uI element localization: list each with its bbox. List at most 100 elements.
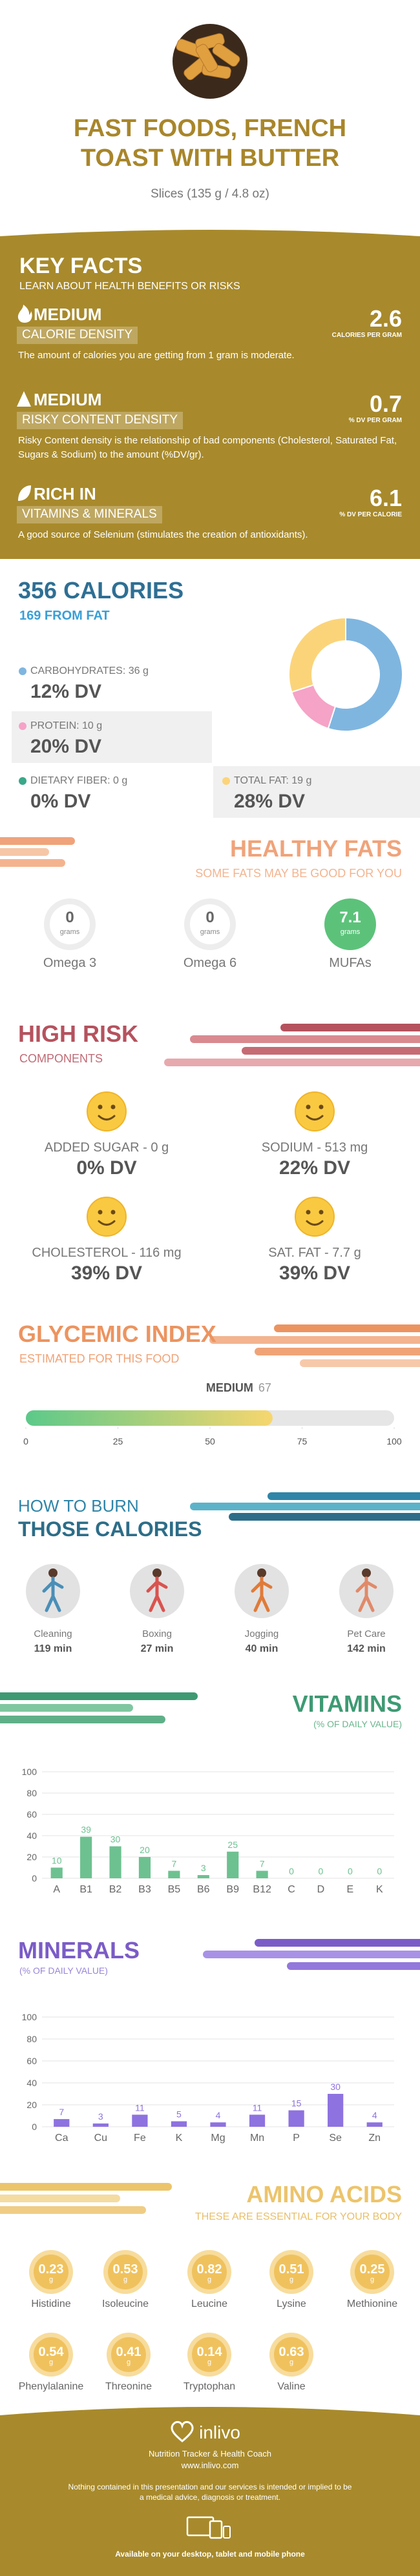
donut-slice bbox=[291, 684, 337, 729]
section-title: HEALTHY FATS bbox=[229, 835, 402, 862]
x-tick-label: E bbox=[347, 1884, 354, 1895]
figure-body bbox=[355, 1576, 377, 1612]
fact-unit: % DV PER CALORIE bbox=[339, 511, 402, 518]
y-tick-label: 100 bbox=[22, 2012, 37, 2022]
face-icon bbox=[87, 1091, 127, 1131]
gauge-tick-label: 75 bbox=[297, 1436, 308, 1446]
risk-label: ADDED SUGAR - 0 g bbox=[44, 1141, 169, 1155]
amino-value: 0.54 bbox=[38, 2345, 64, 2359]
macro-dv: 0% DV bbox=[30, 791, 91, 812]
bar bbox=[109, 1846, 121, 1878]
section-subtitle: COMPONENTS bbox=[19, 1052, 103, 1065]
macro-dot bbox=[19, 667, 26, 675]
amino-value: 0.51 bbox=[278, 2262, 304, 2277]
x-tick-label: P bbox=[293, 2133, 300, 2144]
amino-unit: g bbox=[48, 2358, 54, 2366]
figure-body bbox=[146, 1576, 168, 1612]
risk-dv: 0% DV bbox=[76, 1157, 137, 1179]
section-subtitle: LEARN ABOUT HEALTH BENEFITS OR RISKS bbox=[19, 281, 240, 292]
section-subtitle: (% OF DAILY VALUE) bbox=[19, 1965, 108, 1976]
amino-name: Isoleucine bbox=[101, 2298, 149, 2309]
x-tick-label: D bbox=[317, 1884, 325, 1895]
fact-name: VITAMINS & MINERALS bbox=[17, 506, 162, 523]
figure-head bbox=[152, 1568, 162, 1577]
amino-value: 0.63 bbox=[278, 2345, 304, 2359]
face-mouth bbox=[306, 1115, 324, 1121]
value-label: 20 bbox=[140, 1845, 150, 1855]
bar bbox=[171, 2121, 187, 2127]
y-tick-label: 60 bbox=[26, 2056, 37, 2066]
x-tick-label: C bbox=[288, 1884, 295, 1895]
footer-availability: Available on your desktop, tablet and mo… bbox=[115, 2550, 305, 2559]
amino-name: Histidine bbox=[31, 2298, 71, 2309]
serving-size: Slices (135 g / 4.8 oz) bbox=[151, 187, 269, 201]
section-title: AMINO ACIDS bbox=[246, 2181, 402, 2207]
fat-circle-inner bbox=[190, 904, 230, 944]
value-label: 7 bbox=[171, 1858, 176, 1869]
face-eye bbox=[319, 1104, 324, 1110]
activity-time: 119 min bbox=[34, 1643, 72, 1654]
bar bbox=[210, 2122, 226, 2127]
x-tick-label: Cu bbox=[94, 2133, 107, 2144]
risk-dv: 39% DV bbox=[278, 1263, 351, 1284]
fat-unit: grams bbox=[340, 928, 361, 936]
value-label: 25 bbox=[227, 1840, 238, 1850]
amino-unit: g bbox=[289, 2276, 294, 2284]
section-title: KEY FACTS bbox=[19, 254, 143, 278]
key-facts-background bbox=[0, 230, 420, 559]
fact-description: The amount of calories you are getting f… bbox=[18, 350, 295, 361]
amino-unit: g bbox=[123, 2276, 128, 2284]
bar bbox=[80, 1836, 92, 1878]
x-tick-label: Mn bbox=[250, 2133, 264, 2144]
gauge-value: 67 bbox=[258, 1381, 271, 1394]
fat-name: MUFAs bbox=[329, 956, 372, 970]
bar bbox=[197, 1875, 209, 1878]
value-label: 15 bbox=[291, 2098, 302, 2109]
amino-value: 0.82 bbox=[196, 2262, 222, 2277]
fat-value: 0 bbox=[205, 909, 215, 926]
activity-time: 142 min bbox=[347, 1643, 386, 1654]
macro-dot bbox=[222, 777, 230, 785]
fact-value: 0.7 bbox=[369, 390, 402, 417]
gauge-tick-label: 50 bbox=[205, 1436, 215, 1446]
activity-name: Jogging bbox=[244, 1628, 279, 1639]
y-tick-label: 80 bbox=[26, 2034, 37, 2044]
calories-title: 356 CALORIES bbox=[18, 577, 184, 603]
leaf-icon bbox=[18, 485, 31, 501]
fact-description: Risky Content density is the relationshi… bbox=[18, 435, 397, 460]
figure-head bbox=[48, 1568, 58, 1577]
amino-circle-inner bbox=[192, 2255, 227, 2289]
face-mouth bbox=[98, 1115, 116, 1121]
value-label: 39 bbox=[81, 1825, 91, 1835]
macro-dv: 28% DV bbox=[234, 791, 306, 812]
y-tick-label: 80 bbox=[26, 1788, 37, 1798]
section-title: HOW TO BURN bbox=[18, 1496, 139, 1516]
bar bbox=[132, 2115, 148, 2127]
amino-value: 0.53 bbox=[112, 2262, 138, 2277]
amino-name: Tryptophan bbox=[183, 2381, 236, 2392]
gauge-tick-label: 0 bbox=[23, 1436, 28, 1446]
amino-value: 0.41 bbox=[116, 2345, 142, 2359]
y-tick-label: 100 bbox=[22, 1767, 37, 1777]
amino-circle-inner bbox=[34, 2255, 68, 2289]
y-tick-label: 0 bbox=[32, 2122, 37, 2132]
y-tick-label: 0 bbox=[32, 1873, 37, 1883]
amino-name: Methionine bbox=[346, 2298, 398, 2309]
amino-unit: g bbox=[207, 2358, 212, 2366]
amino-circle-inner bbox=[192, 2337, 227, 2372]
warning-icon bbox=[17, 391, 31, 407]
face-icon bbox=[295, 1197, 335, 1237]
activity-name: Boxing bbox=[142, 1628, 172, 1639]
footer-brand: inlivo bbox=[199, 2422, 240, 2442]
x-tick-label: B1 bbox=[79, 1884, 92, 1895]
section-title: GLYCEMIC INDEX bbox=[18, 1321, 216, 1347]
face-eye bbox=[110, 1104, 116, 1110]
fact-level: MEDIUM bbox=[34, 390, 102, 409]
bar bbox=[92, 2123, 109, 2127]
amino-value: 0.23 bbox=[38, 2262, 64, 2277]
fat-value: 0 bbox=[65, 909, 74, 926]
value-label: 7 bbox=[260, 1858, 265, 1869]
figure-head bbox=[257, 1568, 266, 1577]
y-tick-label: 20 bbox=[26, 2100, 37, 2110]
